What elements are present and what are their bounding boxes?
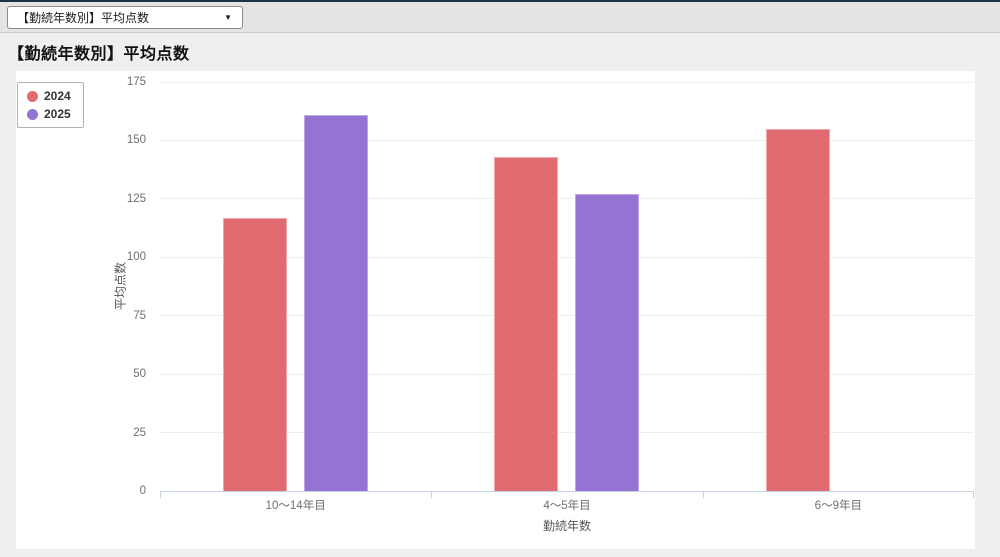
page-title: 【勤続年数別】平均点数 xyxy=(8,46,190,63)
toolbar: 【勤続年数別】平均点数 ▼ xyxy=(0,2,1000,33)
bar-groups xyxy=(160,82,974,491)
y-tick-label-175: 175 xyxy=(126,76,146,88)
bar-2024-10〜14年目 xyxy=(223,217,288,491)
gridline-50 xyxy=(160,373,974,375)
bar-2025-4〜5年目 xyxy=(575,194,640,491)
bar-2024-4〜5年目 xyxy=(494,156,559,491)
y-tick-label-125: 125 xyxy=(126,192,146,205)
x-axis-tick xyxy=(702,491,704,498)
gridline-175 xyxy=(160,81,974,83)
plot-area: 0 25 50 75 100 125 150 175 xyxy=(127,76,974,498)
legend-label-2025: 2025 xyxy=(44,107,71,121)
x-tick-label-3: 6〜9年目 xyxy=(814,500,862,512)
x-axis-tick xyxy=(431,491,433,498)
bar-group-2 xyxy=(431,82,702,491)
legend-dot-2024 xyxy=(27,90,38,102)
y-tick-label-25: 25 xyxy=(133,426,146,439)
y-tick-label-50: 50 xyxy=(133,368,146,381)
bar-2024-6〜9年目 xyxy=(765,128,830,491)
x-axis-tick xyxy=(160,491,161,498)
chart-selector-dropdown[interactable]: 【勤続年数別】平均点数 ▼ xyxy=(7,6,243,29)
main-content: 【勤続年数別】平均点数 2024 2025 0 25 50 75 100 125 150 17… xyxy=(0,33,1000,556)
legend-item-2024: 2024 xyxy=(27,89,71,103)
y-axis-title: 平均点数 xyxy=(113,261,128,311)
gridline-150 xyxy=(160,139,974,141)
y-tick-label-75: 75 xyxy=(133,309,146,322)
chevron-down-icon: ▼ xyxy=(224,12,232,22)
legend-dot-2025 xyxy=(27,108,38,120)
chart-card: 2024 2025 0 25 50 75 100 125 150 175 10〜14年目 4〜5… xyxy=(16,71,975,549)
x-axis-tick xyxy=(973,491,974,498)
x-tick-label-2: 4〜5年目 xyxy=(543,500,591,512)
gridline-75 xyxy=(160,315,974,317)
legend: 2024 2025 xyxy=(17,82,84,128)
gridline-25 xyxy=(160,432,974,434)
bar-2025-10〜14年目 xyxy=(304,114,369,491)
legend-label-2024: 2024 xyxy=(44,89,71,103)
x-axis-title: 勤続年数 xyxy=(542,519,591,533)
bar-group-3 xyxy=(703,82,974,491)
x-tick-label-1: 10〜14年目 xyxy=(265,500,326,512)
x-tick-labels: 10〜14年目 4〜5年目 6〜9年目 xyxy=(160,497,974,513)
legend-item-2025: 2025 xyxy=(27,107,71,121)
gridline-125 xyxy=(160,198,974,200)
gridline-100 xyxy=(160,256,974,258)
y-tick-label-0: 0 xyxy=(139,485,146,497)
x-axis-line xyxy=(160,491,974,492)
y-tick-label-150: 150 xyxy=(126,134,146,147)
bar-group-1 xyxy=(160,82,431,491)
y-tick-label-100: 100 xyxy=(126,251,146,264)
chart-selector-value: 【勤続年数別】平均点数 xyxy=(17,11,150,25)
